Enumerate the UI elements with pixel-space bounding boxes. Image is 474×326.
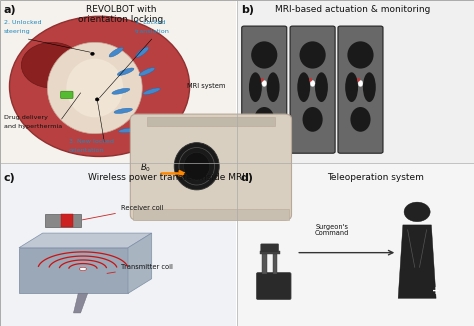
- Polygon shape: [73, 293, 88, 313]
- Ellipse shape: [174, 143, 219, 190]
- Ellipse shape: [358, 80, 363, 86]
- Text: +: +: [432, 286, 440, 296]
- Text: $B_0$: $B_0$: [140, 161, 151, 174]
- Ellipse shape: [254, 107, 274, 132]
- Ellipse shape: [309, 78, 312, 82]
- Ellipse shape: [363, 72, 376, 102]
- Polygon shape: [398, 225, 436, 298]
- Bar: [238, 1, 474, 163]
- Ellipse shape: [47, 42, 142, 134]
- Bar: [61, 214, 73, 227]
- FancyBboxPatch shape: [130, 114, 292, 220]
- Ellipse shape: [357, 78, 360, 82]
- Text: MRI-based actuation & monitoring: MRI-based actuation & monitoring: [275, 5, 431, 14]
- Ellipse shape: [66, 59, 123, 117]
- FancyBboxPatch shape: [338, 26, 383, 153]
- Ellipse shape: [251, 41, 277, 68]
- Ellipse shape: [117, 68, 134, 75]
- Text: Drug delivery: Drug delivery: [4, 115, 48, 120]
- Text: REVOLBOT with
orientation locking: REVOLBOT with orientation locking: [78, 5, 164, 24]
- Text: $F$: $F$: [246, 130, 252, 141]
- Polygon shape: [19, 248, 128, 293]
- FancyBboxPatch shape: [290, 26, 335, 153]
- Text: d): d): [241, 173, 254, 184]
- Text: Teleoperation system: Teleoperation system: [327, 173, 424, 183]
- Ellipse shape: [315, 72, 328, 102]
- FancyBboxPatch shape: [45, 214, 81, 227]
- Text: Surgeon's: Surgeon's: [315, 224, 348, 230]
- Ellipse shape: [21, 42, 83, 88]
- Ellipse shape: [302, 107, 323, 132]
- Ellipse shape: [139, 67, 155, 76]
- Ellipse shape: [300, 41, 326, 68]
- FancyBboxPatch shape: [256, 273, 291, 300]
- Ellipse shape: [297, 72, 310, 102]
- Text: Transmitter coil: Transmitter coil: [107, 264, 173, 274]
- Ellipse shape: [79, 267, 86, 271]
- Ellipse shape: [310, 80, 315, 86]
- Text: translation: translation: [135, 29, 170, 34]
- Text: Wireless power transfer inside MRI: Wireless power transfer inside MRI: [88, 173, 245, 183]
- Ellipse shape: [112, 88, 130, 94]
- Ellipse shape: [345, 72, 358, 102]
- Text: 1. Locked: 1. Locked: [135, 20, 166, 24]
- Ellipse shape: [143, 88, 160, 95]
- Text: MRI: MRI: [250, 139, 257, 143]
- Ellipse shape: [9, 16, 190, 156]
- FancyBboxPatch shape: [61, 91, 73, 98]
- Bar: [0, 1, 236, 163]
- Text: Command: Command: [315, 230, 349, 236]
- Text: c): c): [4, 173, 16, 184]
- Ellipse shape: [118, 128, 137, 133]
- Bar: [238, 164, 474, 326]
- Ellipse shape: [262, 80, 267, 86]
- Text: 2. Unlocked: 2. Unlocked: [4, 20, 41, 24]
- Bar: [260, 251, 280, 254]
- Ellipse shape: [114, 108, 132, 113]
- Bar: [273, 253, 277, 274]
- Text: and hyperthermia: and hyperthermia: [4, 124, 62, 129]
- Ellipse shape: [91, 52, 94, 55]
- Ellipse shape: [261, 78, 264, 82]
- Ellipse shape: [267, 72, 280, 102]
- Text: 3. New locked: 3. New locked: [69, 139, 114, 143]
- Ellipse shape: [404, 202, 430, 222]
- Text: MRI system: MRI system: [187, 83, 226, 89]
- Ellipse shape: [136, 47, 149, 57]
- Ellipse shape: [183, 153, 210, 180]
- Polygon shape: [128, 233, 152, 293]
- Text: a): a): [4, 5, 17, 15]
- Ellipse shape: [350, 107, 371, 132]
- Bar: [133, 209, 289, 220]
- Text: steering: steering: [4, 29, 30, 34]
- Ellipse shape: [249, 72, 262, 102]
- Bar: [147, 117, 275, 126]
- Bar: [262, 253, 267, 274]
- Polygon shape: [19, 233, 152, 248]
- Text: orientation: orientation: [69, 148, 104, 153]
- Ellipse shape: [95, 98, 99, 101]
- Ellipse shape: [347, 41, 374, 68]
- FancyBboxPatch shape: [261, 244, 279, 252]
- Ellipse shape: [109, 47, 123, 57]
- FancyBboxPatch shape: [242, 26, 287, 153]
- Bar: [0, 164, 236, 326]
- Text: b): b): [241, 5, 254, 15]
- Text: Receiver coil: Receiver coil: [82, 205, 164, 220]
